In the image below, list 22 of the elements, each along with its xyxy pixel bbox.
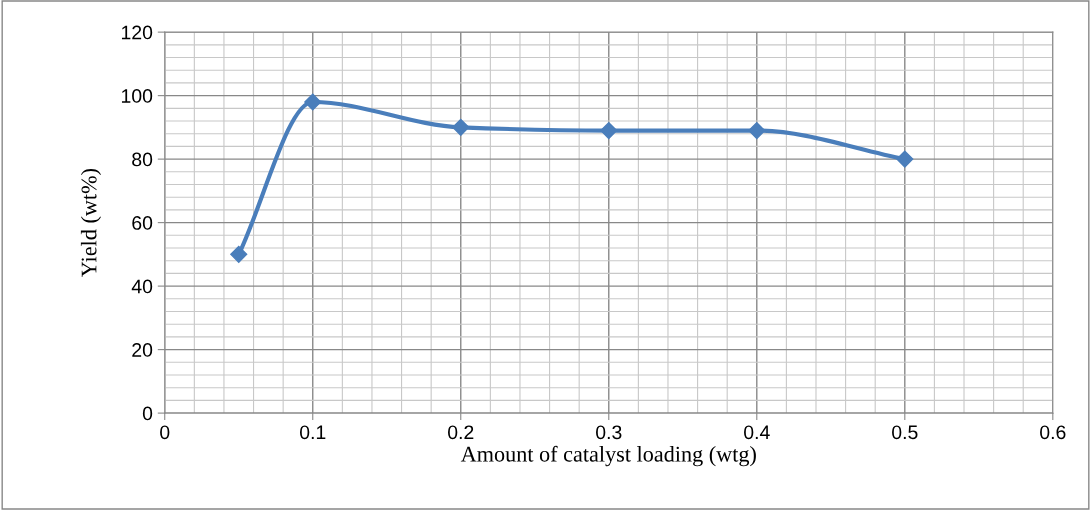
x-tick-label: 0.5	[892, 425, 918, 440]
y-tick-label: 0	[142, 406, 153, 421]
point	[896, 150, 914, 168]
y-tick-label: 100	[121, 89, 153, 103]
y-tick-label: 20	[132, 343, 153, 357]
y-tick-label: 40	[131, 279, 153, 294]
point	[304, 93, 322, 111]
x-tick-label: 0.4	[744, 425, 770, 440]
x-tick-label: 0.3	[596, 425, 622, 440]
x-axis-title: Amount of catalyst loading (wtg)	[460, 445, 756, 467]
y-tick-label: 60	[132, 216, 153, 230]
y-tick-label: 120	[121, 25, 153, 40]
x-tick-label: 0.2	[448, 425, 474, 440]
point	[748, 121, 766, 140]
x-tick-label: 0	[160, 425, 170, 440]
point	[600, 121, 618, 140]
point	[230, 245, 248, 263]
x-tick-label: 0.6	[1040, 425, 1066, 440]
y-tick-label: 80	[132, 152, 153, 167]
x-tick-label: 0.1	[300, 425, 326, 440]
y-axis-title: Yield (wt%)	[80, 168, 102, 277]
point	[452, 118, 470, 136]
